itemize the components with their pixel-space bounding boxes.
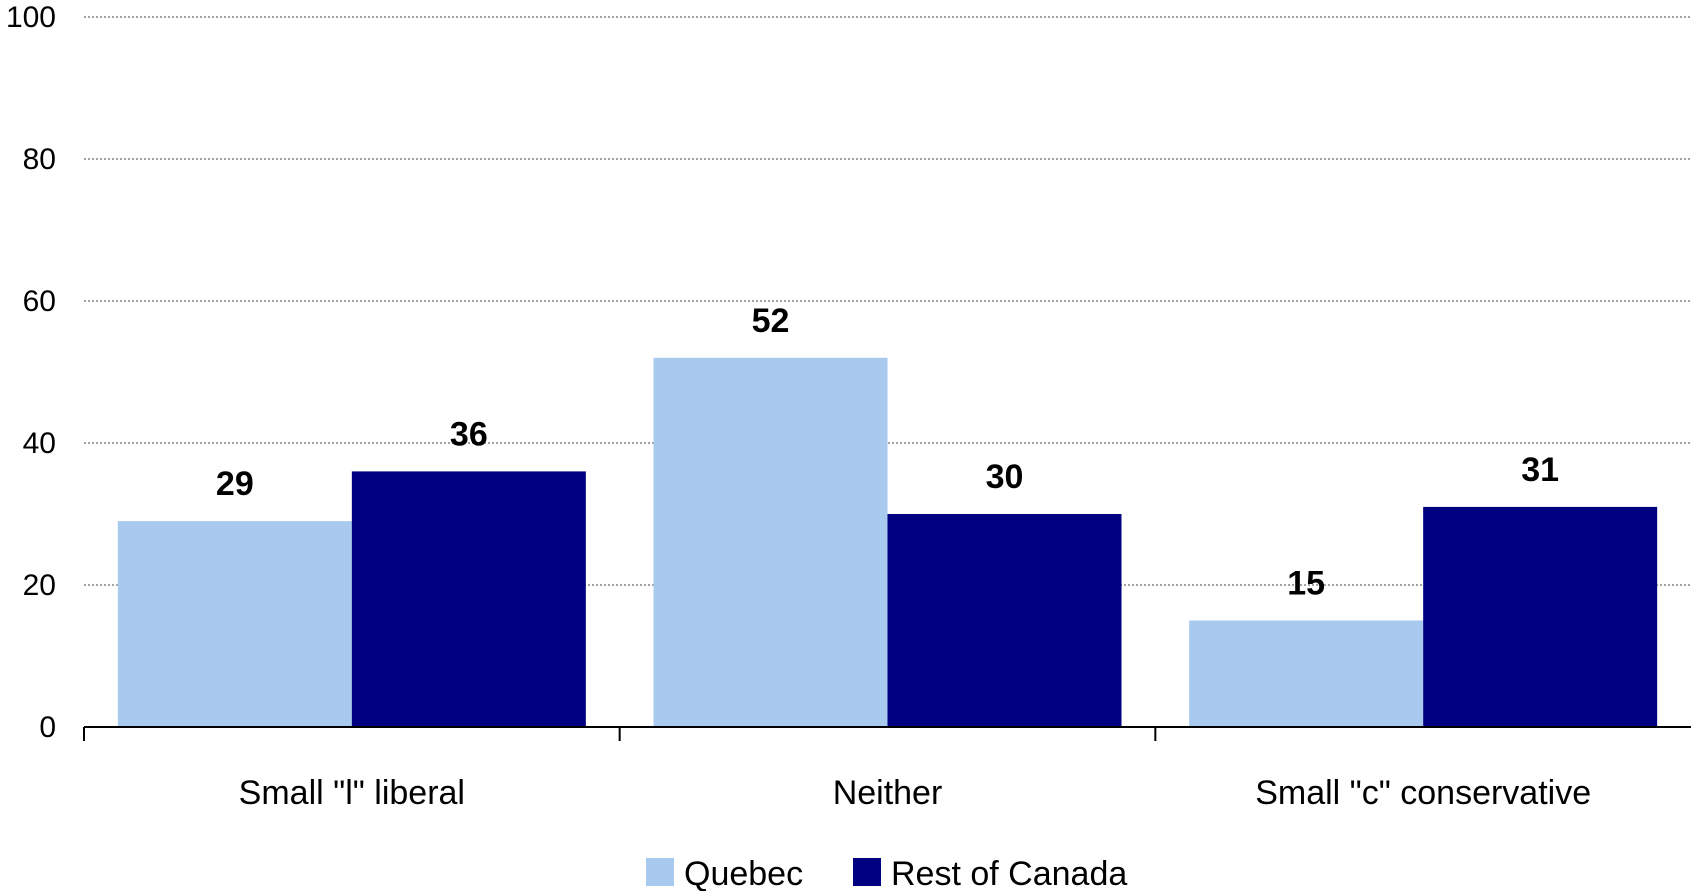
legend-swatch [853, 858, 881, 886]
data-label: 30 [986, 458, 1024, 496]
bar-rest-of-canada [887, 514, 1122, 727]
x-axis [83, 726, 1691, 741]
y-axis-ticks: 0 20 40 60 80 100 [6, 1, 56, 744]
bar-quebec [653, 357, 888, 727]
data-label: 52 [752, 302, 790, 340]
y-tick-label: 0 [39, 711, 56, 744]
data-labels: 29 52 15 36 30 31 [216, 302, 1559, 603]
data-label: 31 [1521, 451, 1559, 489]
data-label: 36 [450, 415, 488, 453]
bar-rest-of-canada [1423, 506, 1658, 727]
category-label: Neither [833, 774, 943, 812]
data-label: 15 [1287, 565, 1325, 603]
category-labels: Small "l" liberal Neither Small "c" conser… [239, 774, 1591, 812]
bar-rest-of-canada [351, 471, 586, 727]
y-tick-label: 100 [6, 1, 56, 34]
y-tick-label: 60 [23, 285, 56, 318]
data-label: 29 [216, 465, 254, 503]
y-tick-label: 40 [23, 427, 56, 460]
bar-quebec [1189, 620, 1424, 727]
y-tick-label: 80 [23, 143, 56, 176]
legend-swatch [646, 858, 674, 886]
category-label: Small "c" conservative [1255, 774, 1591, 812]
legend: Quebec Rest of Canada [646, 855, 1127, 891]
bar-quebec [117, 521, 352, 727]
bars [117, 357, 1658, 727]
legend-label: Quebec [684, 855, 803, 891]
category-label: Small "l" liberal [239, 774, 465, 812]
legend-label: Rest of Canada [891, 855, 1127, 891]
y-tick-label: 20 [23, 569, 56, 602]
